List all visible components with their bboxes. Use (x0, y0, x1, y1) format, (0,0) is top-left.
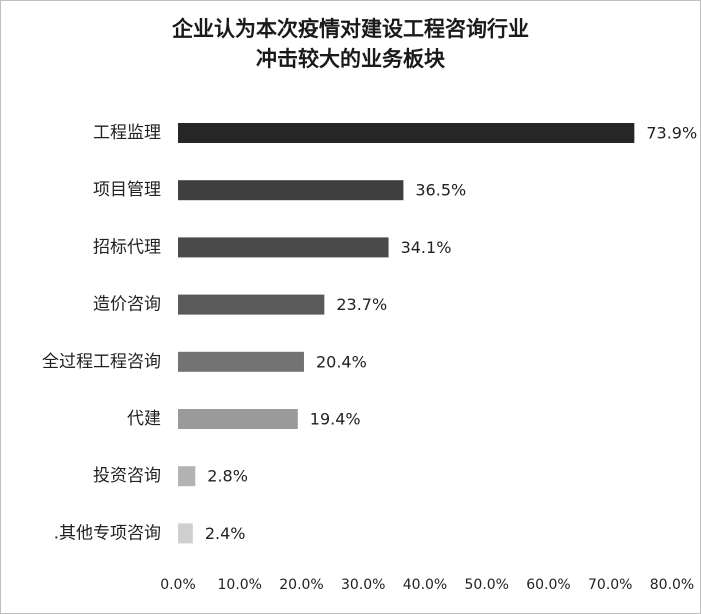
bar-6 (178, 466, 196, 487)
value-label-4: 20.4% (316, 352, 367, 371)
category-label-2: 招标代理 (93, 237, 161, 257)
value-label-2: 34.1% (401, 238, 452, 257)
x-tick-label-6: 60.0% (526, 577, 570, 593)
value-label-1: 36.5% (415, 181, 466, 200)
x-tick-label-3: 30.0% (341, 577, 385, 593)
bar-7 (178, 523, 193, 544)
chart-title-line-2: 冲击较大的业务板块 (256, 47, 445, 71)
x-tick-label-2: 20.0% (279, 577, 323, 593)
category-label-1: 项目管理 (93, 180, 161, 200)
category-label-5: 代建 (127, 409, 161, 429)
bar-2 (178, 237, 389, 258)
bars-group (178, 123, 635, 544)
bar-0 (178, 123, 635, 143)
x-axis-ticks: 0.0% 10.0% 20.0% 30.0% 40.0% 50.0% 60.0% 70.0% 8… (160, 577, 694, 593)
x-tick-label-1: 10.0% (218, 577, 262, 593)
x-tick-label-7: 70.0% (588, 577, 632, 593)
value-label-7: 2.4% (205, 524, 246, 543)
category-label-6: 投资咨询 (93, 466, 161, 486)
category-label-3: 造价咨询 (93, 295, 161, 315)
bar-5 (178, 409, 298, 429)
value-label-0: 73.9% (646, 124, 697, 143)
value-label-3: 23.7% (336, 295, 387, 314)
x-tick-label-8: 80.0% (650, 577, 694, 593)
value-labels: 73.9% 36.5% 34.1% 23.7% 20.4% 19.4% 2.8% 2.4% (205, 124, 697, 543)
x-tick-label-4: 40.0% (403, 577, 447, 593)
chart-title: 企业认为本次疫情对建设工程咨询行业 冲击较大的业务板块 (0, 14, 701, 74)
category-label-7: .其他专项咨询 (54, 523, 161, 543)
chart-title-line-1: 企业认为本次疫情对建设工程咨询行业 (172, 17, 529, 41)
value-label-5: 19.4% (310, 410, 361, 429)
value-label-6: 2.8% (207, 467, 248, 486)
category-label-4: 全过程工程咨询 (42, 352, 161, 372)
bar-4 (178, 351, 304, 372)
x-tick-label-5: 50.0% (465, 577, 509, 593)
category-label-0: 工程监理 (93, 123, 161, 143)
bar-3 (178, 294, 325, 315)
bar-1 (178, 180, 404, 201)
x-tick-label-0: 0.0% (160, 577, 196, 593)
